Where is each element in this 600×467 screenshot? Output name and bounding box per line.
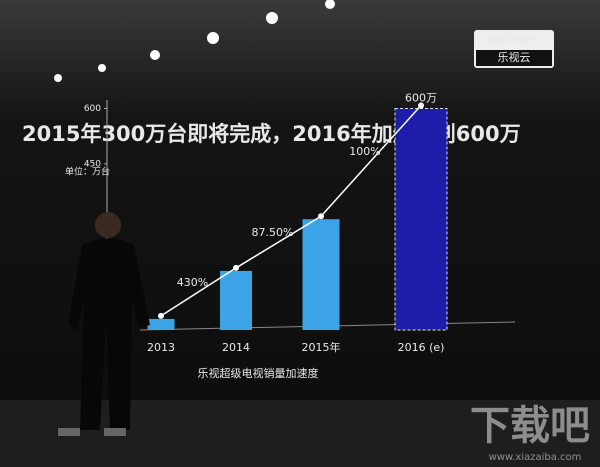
- bar: [394, 107, 448, 331]
- x-tick-label: 2013: [147, 341, 175, 354]
- bar: [220, 270, 252, 330]
- growth-point: [158, 312, 164, 319]
- x-tick-label: 2015年: [302, 340, 341, 354]
- growth-label: 100%: [349, 145, 380, 158]
- x-axis-label: 乐视超级电视销量加速度: [198, 366, 319, 380]
- growth-label: 87.50%: [252, 226, 294, 239]
- growth-point: [418, 102, 424, 109]
- watermark-name: 下载吧: [470, 403, 590, 449]
- logo-brand: 乐视云: [498, 50, 531, 64]
- y-tick-label: 600: [84, 104, 101, 114]
- bar: [302, 219, 340, 330]
- growth-line: [160, 104, 422, 317]
- watermark-url: www.xiazaiba.com: [489, 452, 582, 463]
- logo: 独家全网发行 乐视云: [474, 30, 554, 68]
- x-tick-label: 2014: [222, 341, 250, 354]
- growth-label: 430%: [177, 276, 208, 289]
- x-tick-label: 2016 (e): [398, 341, 445, 354]
- presenter: [58, 212, 150, 436]
- value-label: 600万: [405, 91, 437, 104]
- stage-lights: [54, 0, 335, 82]
- growth-point: [233, 264, 239, 271]
- y-axis-label: 单位：万台: [65, 166, 110, 178]
- logo-tagline: 独家全网发行: [487, 34, 541, 46]
- y-tick-label: 450: [84, 159, 101, 169]
- growth-point: [318, 213, 324, 220]
- bar: [147, 318, 175, 330]
